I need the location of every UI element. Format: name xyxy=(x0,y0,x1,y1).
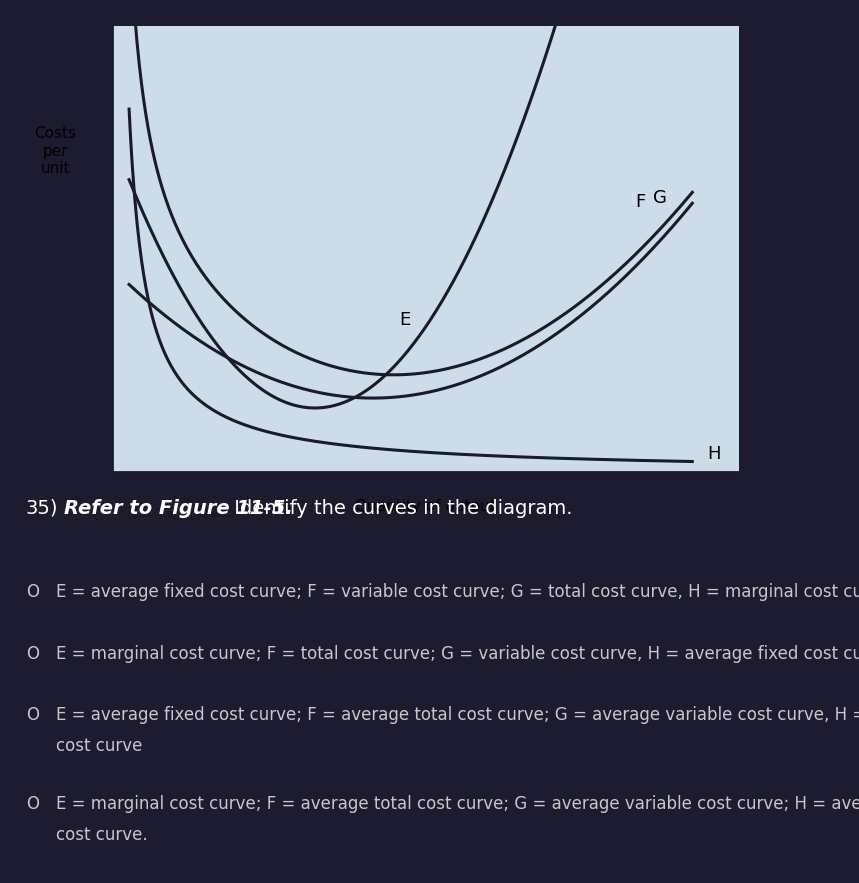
Text: Quantity of output: Quantity of output xyxy=(355,499,496,514)
Text: Refer to Figure 11-5.: Refer to Figure 11-5. xyxy=(64,499,293,518)
Text: E = average fixed cost curve; F = average total cost curve; G = average variable: E = average fixed cost curve; F = averag… xyxy=(56,706,859,724)
Text: Identify the curves in the diagram.: Identify the curves in the diagram. xyxy=(228,499,572,518)
Text: E = marginal cost curve; F = total cost curve; G = variable cost curve, H = aver: E = marginal cost curve; F = total cost … xyxy=(56,645,859,662)
Text: H: H xyxy=(707,445,721,463)
Text: O: O xyxy=(26,706,39,724)
Text: O: O xyxy=(26,645,39,662)
Text: O: O xyxy=(26,583,39,600)
Text: E = average fixed cost curve; F = variable cost curve; G = total cost curve, H =: E = average fixed cost curve; F = variab… xyxy=(56,583,859,600)
Text: O: O xyxy=(26,795,39,812)
Text: G: G xyxy=(654,189,667,208)
Text: cost curve.: cost curve. xyxy=(56,826,148,843)
Text: E: E xyxy=(399,311,411,328)
Text: E = marginal cost curve; F = average total cost curve; G = average variable cost: E = marginal cost curve; F = average tot… xyxy=(56,795,859,812)
Text: 35): 35) xyxy=(26,499,58,518)
Text: F: F xyxy=(635,192,645,211)
Text: Costs
per
unit: Costs per unit xyxy=(34,126,76,177)
Text: cost curve: cost curve xyxy=(56,737,143,755)
